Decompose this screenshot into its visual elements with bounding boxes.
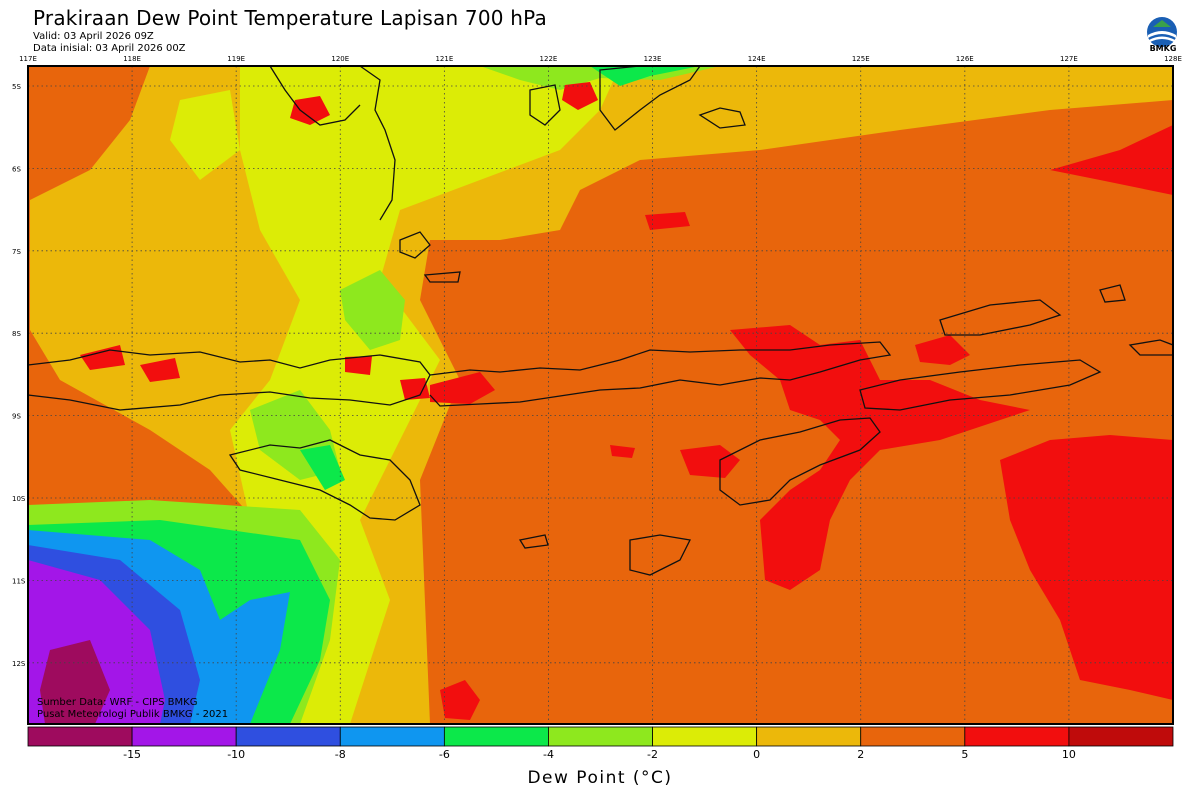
contour-fields: [28, 66, 1173, 724]
lat-label: 5S: [12, 83, 21, 91]
lon-label: 117E: [19, 55, 37, 63]
colorbar-tick-label: 10: [1061, 748, 1076, 761]
longitude-labels: 117E 118E 119E 120E 121E 122E 123E 124E 125E 126E…: [19, 55, 1182, 63]
valid-time: Valid: 03 April 2026 09Z: [33, 31, 154, 42]
lat-label: 8S: [12, 330, 21, 338]
colorbar-tick-label: 5: [961, 748, 969, 761]
lon-label: 125E: [852, 55, 870, 63]
organization-credit: Pusat Meteorologi Publik BMKG - 2021: [37, 709, 229, 720]
lat-label: 7S: [12, 248, 21, 256]
colorbar-title: Dew Point (°C): [527, 768, 673, 788]
lon-label: 127E: [1060, 55, 1078, 63]
lon-label: 119E: [227, 55, 245, 63]
coastlines: [27, 65, 1174, 576]
init-time: Data inisial: 03 April 2026 00Z: [33, 43, 186, 54]
colorbar-tick-label: 2: [857, 748, 865, 761]
bmkg-logo-icon: [1147, 17, 1177, 47]
lat-label: 10S: [12, 495, 26, 503]
colorbar-swatch: [860, 726, 966, 747]
lon-label: 122E: [540, 55, 558, 63]
colorbar-swatch: [652, 726, 758, 747]
lon-label: 126E: [956, 55, 974, 63]
lon-label: 124E: [748, 55, 766, 63]
lat-label: 9S: [12, 413, 21, 421]
colorbar-swatch: [27, 726, 133, 747]
colorbar-swatch: [756, 726, 862, 747]
lon-label: 118E: [123, 55, 141, 63]
colorbar-swatch: [964, 726, 1070, 747]
colorbar: [27, 726, 1174, 747]
lon-label: 121E: [435, 55, 453, 63]
colorbar-tick-label: -10: [227, 748, 246, 761]
colorbar-tick-label: -8: [334, 748, 346, 761]
logo-text: BMKG: [1149, 44, 1177, 53]
lon-label: 123E: [644, 55, 662, 63]
colorbar-tick-label: -2: [647, 748, 659, 761]
colorbar-swatch: [131, 726, 237, 747]
colorbar-swatch: [1068, 726, 1174, 747]
colorbar-swatch: [443, 726, 549, 747]
lat-label: 6S: [12, 165, 21, 173]
colorbar-swatch: [548, 726, 653, 747]
data-source-credit: Sumber Data: WRF - CIPS BMKG: [37, 697, 198, 708]
lon-label: 120E: [331, 55, 349, 63]
map-frame: [27, 65, 1174, 725]
colorbar-swatch: [339, 726, 445, 747]
colorbar-tick-label: -6: [438, 748, 450, 761]
colorbar-tick-label: -15: [123, 748, 142, 761]
colorbar-tick-label: 0: [753, 748, 761, 761]
lon-label: 128E: [1164, 55, 1182, 63]
map-title: Prakiraan Dew Point Temperature Lapisan …: [33, 6, 547, 30]
colorbar-tick-label: -4: [542, 748, 554, 761]
colorbar-swatch: [235, 726, 341, 747]
lat-label: 12S: [12, 660, 26, 668]
latitude-labels: 5S 6S 7S 8S 9S 10S 11S 12S: [12, 83, 26, 668]
lat-label: 11S: [12, 577, 26, 585]
